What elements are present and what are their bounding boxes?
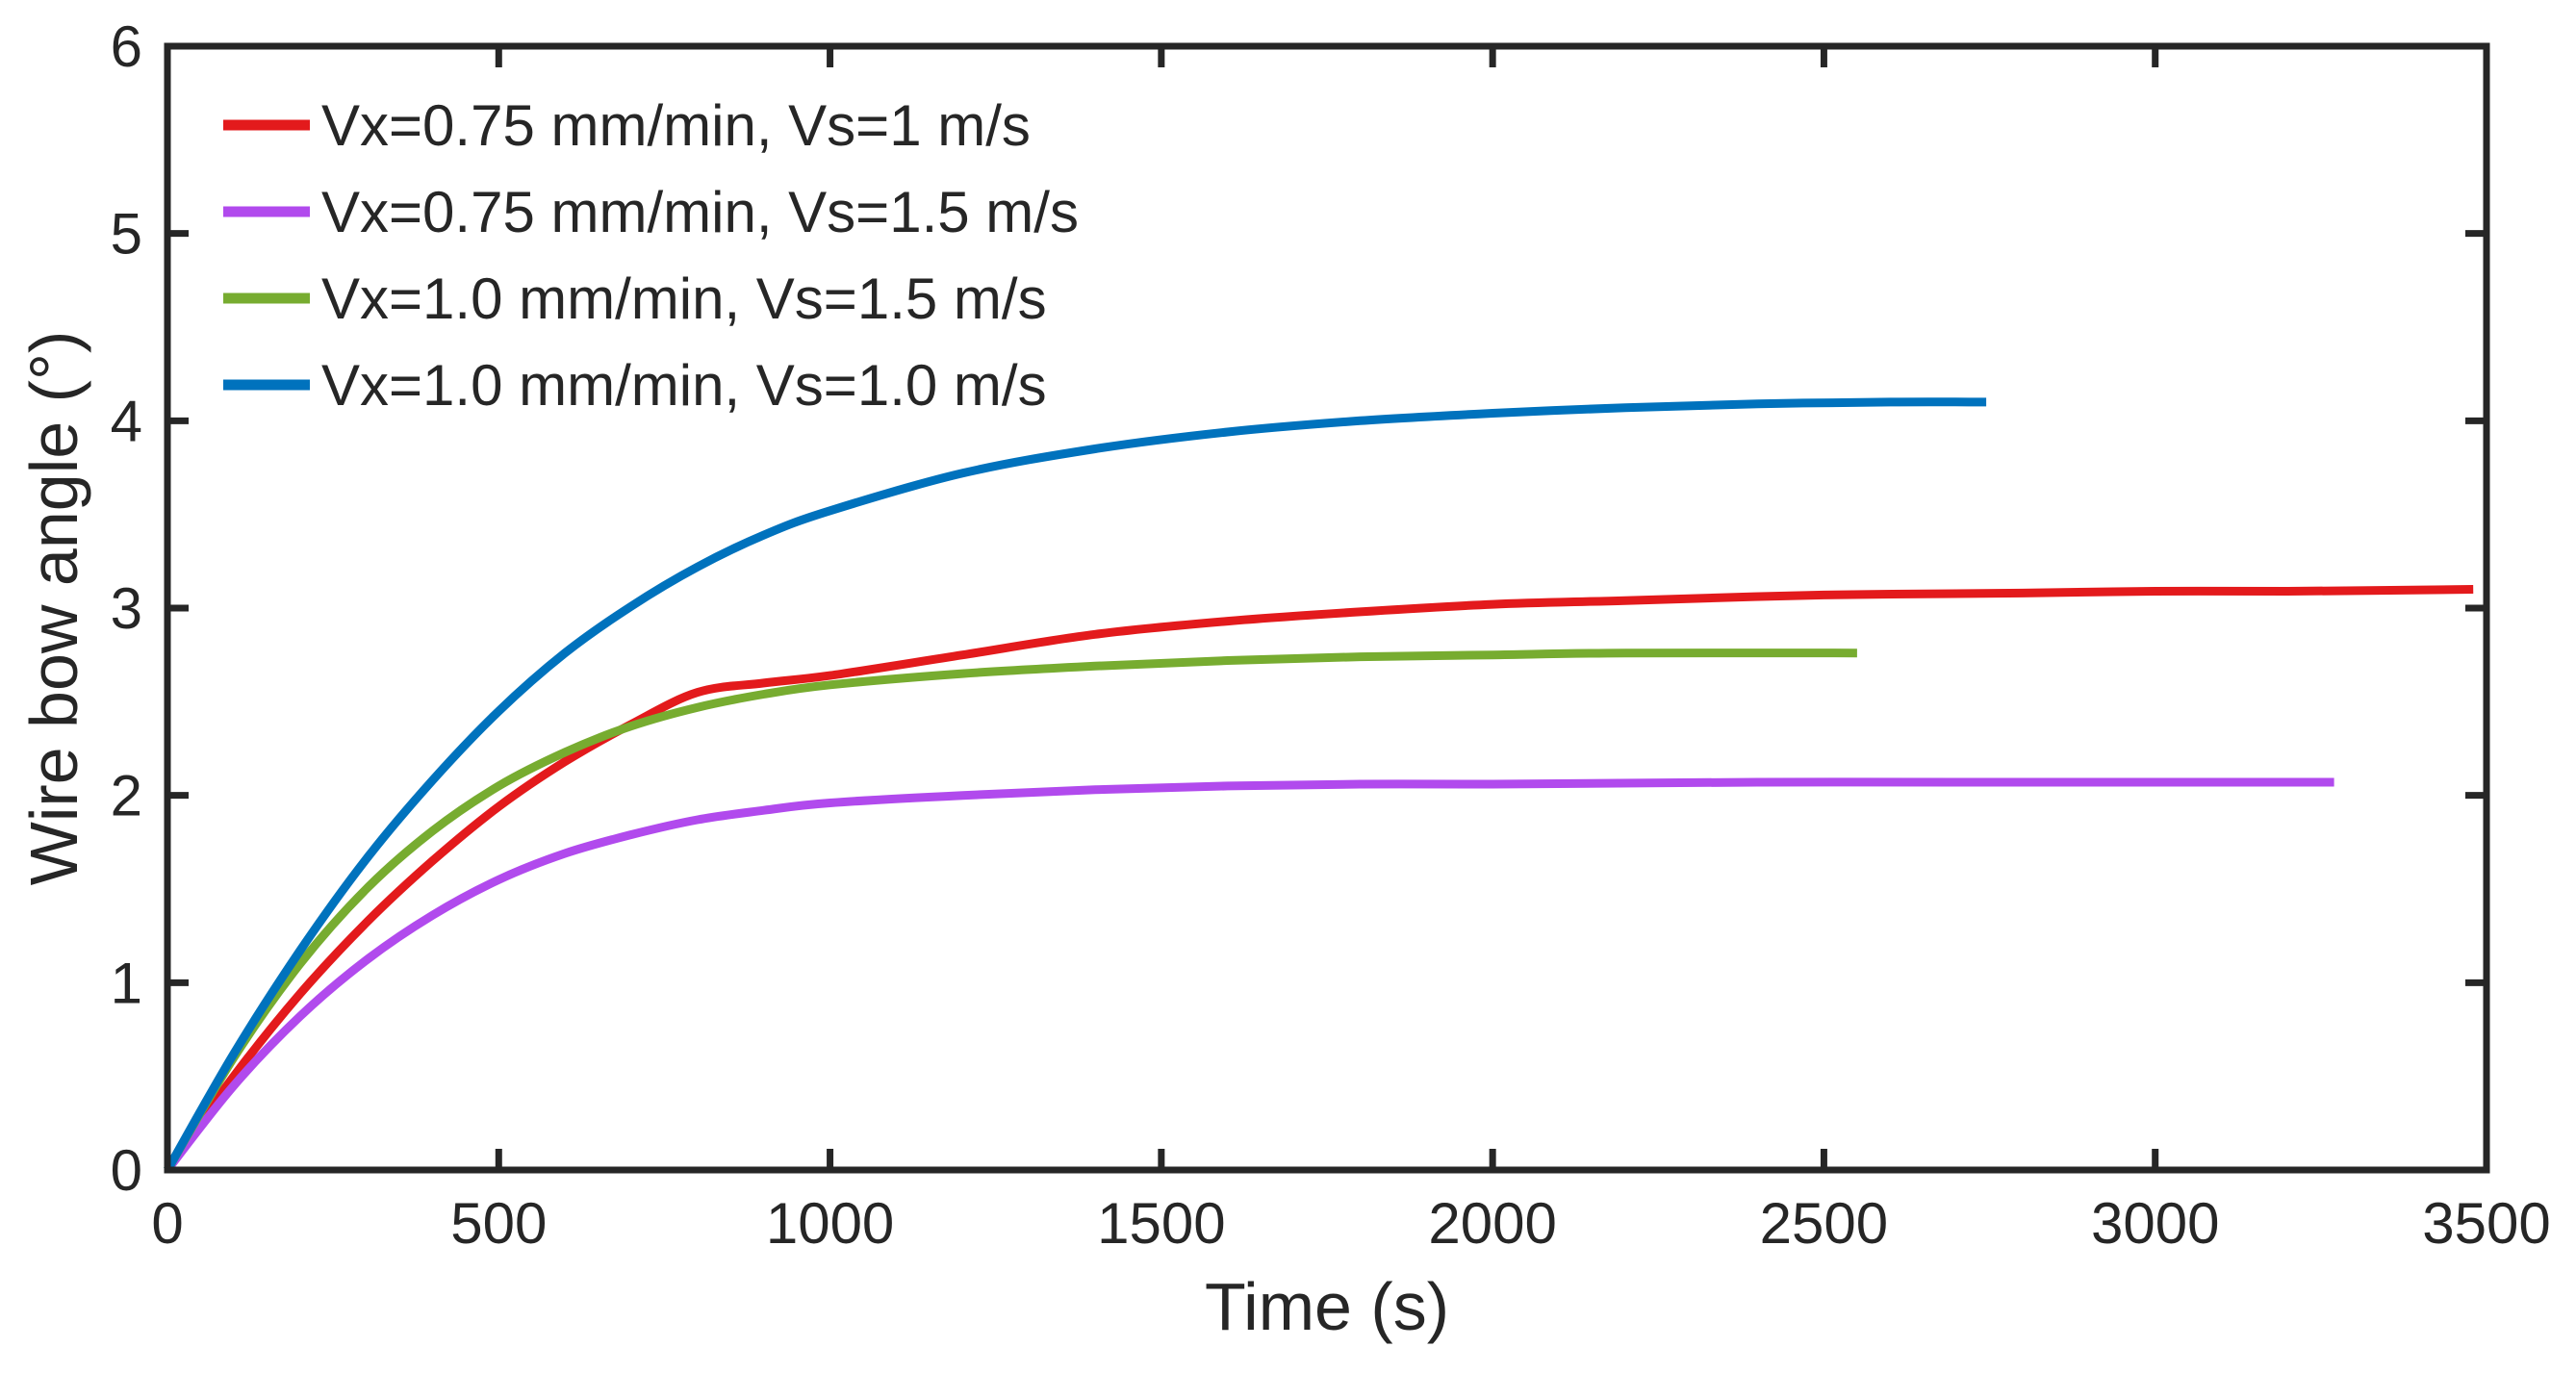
legend-label-2: Vx=0.75 mm/min, Vs=1.5 m/s — [321, 180, 1079, 244]
y-tick-label: 0 — [111, 1138, 142, 1203]
x-axis-title: Time (s) — [1205, 1269, 1449, 1344]
series-line-4 — [164, 397, 1987, 1173]
plot-area-frame — [164, 42, 2490, 1174]
series-layer — [164, 397, 2474, 1173]
y-tick-label: 1 — [111, 951, 142, 1015]
legend-label-3: Vx=1.0 mm/min, Vs=1.5 m/s — [321, 267, 1047, 331]
x-tick-label: 2000 — [1428, 1191, 1556, 1256]
series-line-1 — [164, 585, 2474, 1173]
x-tick-label: 1000 — [766, 1191, 894, 1256]
y-axis-title: Wire bow angle (°) — [16, 331, 91, 886]
x-tick-label: 500 — [450, 1191, 547, 1256]
x-tick-label: 2500 — [1760, 1191, 1888, 1256]
y-tick-label: 4 — [111, 389, 142, 453]
y-tick-label: 2 — [111, 764, 142, 828]
tick-labels-layer: 0 500 1000 1500 2000 2500 3000 3500 0 1 2 3 4 5 6 — [111, 14, 2551, 1256]
y-tick-label: 3 — [111, 576, 142, 641]
x-tick-label: 1500 — [1097, 1191, 1225, 1256]
series-line-2 — [164, 777, 2334, 1173]
y-tick-label: 6 — [111, 14, 142, 79]
legend-label-1: Vx=0.75 mm/min, Vs=1 m/s — [321, 93, 1031, 158]
series-line-3 — [164, 648, 1857, 1173]
y-tick-label: 5 — [111, 202, 142, 267]
legend: Vx=0.75 mm/min, Vs=1 m/s Vx=0.75 mm/min, … — [223, 93, 1079, 418]
legend-label-4: Vx=1.0 mm/min, Vs=1.0 m/s — [321, 353, 1047, 418]
x-tick-label: 0 — [151, 1191, 183, 1256]
x-tick-label: 3000 — [2091, 1191, 2219, 1256]
x-tick-label: 3500 — [2422, 1191, 2550, 1256]
